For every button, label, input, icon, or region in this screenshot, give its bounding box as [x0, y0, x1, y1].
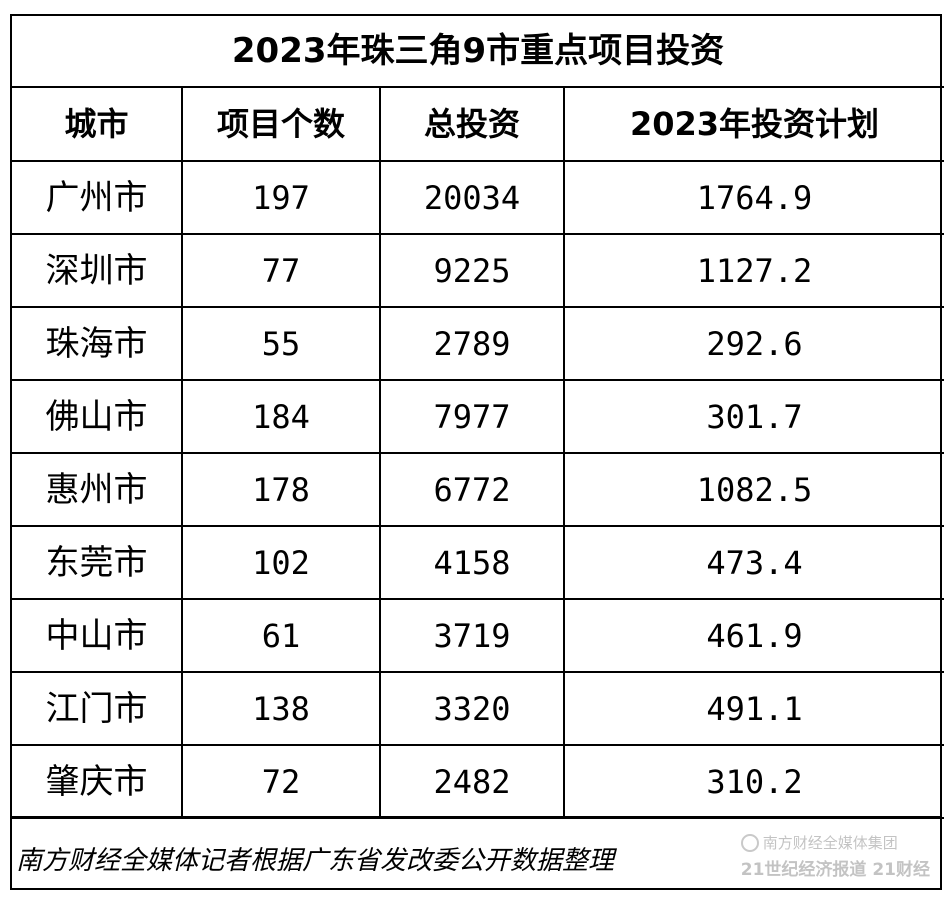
- table-row: 珠海市 55 2789 292.6: [12, 306, 945, 381]
- plan-cell: 491.1: [562, 671, 945, 746]
- total-investment-cell: 20034: [379, 160, 565, 235]
- project-count-cell: 138: [181, 671, 381, 746]
- header-2023-plan: 2023年投资计划: [562, 86, 945, 162]
- source-note: 南方财经全媒体记者根据广东省发改委公开数据整理: [16, 846, 615, 876]
- table-row: 肇庆市 72 2482 310.2: [12, 744, 945, 819]
- city-cell: 江门市: [12, 671, 183, 746]
- table-row: 广州市 197 20034 1764.9: [12, 160, 945, 235]
- total-investment-cell: 6772: [379, 452, 565, 527]
- plan-cell: 292.6: [562, 306, 945, 381]
- plan-cell: 1764.9: [562, 160, 945, 235]
- city-cell: 广州市: [12, 160, 183, 235]
- table-row: 深圳市 77 9225 1127.2: [12, 233, 945, 308]
- plan-cell: 310.2: [562, 744, 945, 819]
- plan-cell: 1127.2: [562, 233, 945, 308]
- project-count-cell: 77: [181, 233, 381, 308]
- watermark-line-1: 南方财经全媒体集团: [762, 834, 898, 852]
- table-title: 2023年珠三角9市重点项目投资: [12, 16, 945, 88]
- header-city: 城市: [12, 86, 183, 162]
- city-cell: 珠海市: [12, 306, 183, 381]
- city-cell: 深圳市: [12, 233, 183, 308]
- total-investment-cell: 7977: [379, 379, 565, 454]
- project-count-cell: 178: [181, 452, 381, 527]
- city-cell: 中山市: [12, 598, 183, 673]
- city-cell: 肇庆市: [12, 744, 183, 819]
- header-project-count: 项目个数: [181, 86, 381, 162]
- table-title-row: 2023年珠三角9市重点项目投资: [12, 16, 945, 88]
- investment-table: 2023年珠三角9市重点项目投资 城市 项目个数 总投资 2023年投资计划 广…: [12, 16, 945, 819]
- watermark: 南方财经全媒体集团 21世纪经济报道 21财经: [740, 832, 930, 880]
- table-row: 佛山市 184 7977 301.7: [12, 379, 945, 454]
- city-cell: 惠州市: [12, 452, 183, 527]
- plan-cell: 461.9: [562, 598, 945, 673]
- investment-table-sheet: 2023年珠三角9市重点项目投资 城市 项目个数 总投资 2023年投资计划 广…: [10, 14, 945, 890]
- total-investment-cell: 2789: [379, 306, 565, 381]
- watermark-line-2: 21世纪经济报道 21财经: [740, 860, 930, 880]
- project-count-cell: 61: [181, 598, 381, 673]
- table-row: 江门市 138 3320 491.1: [12, 671, 945, 746]
- table-header-row: 城市 项目个数 总投资 2023年投资计划: [12, 86, 945, 162]
- header-total-investment: 总投资: [379, 86, 565, 162]
- watermark-header: 南方财经全媒体集团: [740, 832, 930, 853]
- city-cell: 佛山市: [12, 379, 183, 454]
- media-group-logo-icon: [740, 833, 759, 852]
- project-count-cell: 197: [181, 160, 381, 235]
- project-count-cell: 184: [181, 379, 381, 454]
- table-row: 中山市 61 3719 461.9: [12, 598, 945, 673]
- table-row: 东莞市 102 4158 473.4: [12, 525, 945, 600]
- total-investment-cell: 4158: [379, 525, 565, 600]
- total-investment-cell: 9225: [379, 233, 565, 308]
- project-count-cell: 102: [181, 525, 381, 600]
- plan-cell: 473.4: [562, 525, 945, 600]
- plan-cell: 1082.5: [562, 452, 945, 527]
- project-count-cell: 72: [181, 744, 381, 819]
- table-row: 惠州市 178 6772 1082.5: [12, 452, 945, 527]
- project-count-cell: 55: [181, 306, 381, 381]
- total-investment-cell: 3320: [379, 671, 565, 746]
- total-investment-cell: 2482: [379, 744, 565, 819]
- total-investment-cell: 3719: [379, 598, 565, 673]
- city-cell: 东莞市: [12, 525, 183, 600]
- table-footer: 南方财经全媒体记者根据广东省发改委公开数据整理 南方财经全媒体集团 21世纪经济…: [12, 816, 940, 888]
- plan-cell: 301.7: [562, 379, 945, 454]
